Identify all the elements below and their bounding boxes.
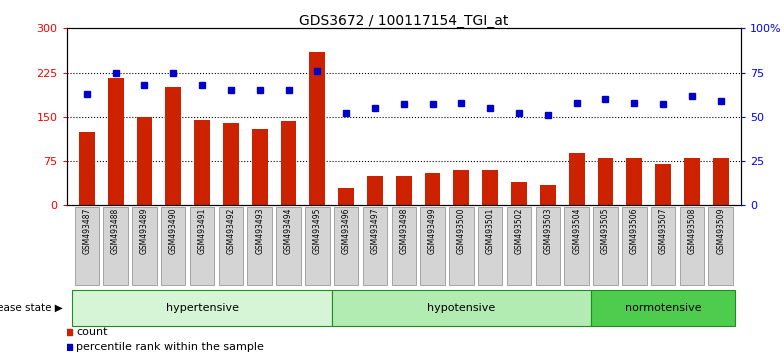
FancyBboxPatch shape (103, 207, 128, 285)
Text: disease state ▶: disease state ▶ (0, 303, 63, 313)
Bar (281, 121, 296, 205)
Text: GSM493497: GSM493497 (371, 208, 379, 254)
Bar (107, 79, 124, 205)
FancyBboxPatch shape (506, 207, 532, 285)
Text: GSM493507: GSM493507 (659, 208, 668, 254)
Bar (310, 52, 325, 205)
Bar (367, 176, 383, 205)
Bar (713, 158, 728, 205)
Text: GSM493494: GSM493494 (284, 208, 293, 254)
Text: GSM493503: GSM493503 (543, 208, 553, 254)
Bar (165, 87, 181, 205)
Text: hypertensive: hypertensive (165, 303, 238, 313)
Text: GSM493487: GSM493487 (82, 208, 91, 254)
FancyBboxPatch shape (276, 207, 301, 285)
Text: GSM493490: GSM493490 (169, 208, 178, 254)
FancyBboxPatch shape (74, 207, 99, 285)
Bar (194, 120, 210, 205)
Text: percentile rank within the sample: percentile rank within the sample (76, 342, 264, 352)
Bar (396, 176, 412, 205)
Bar (626, 158, 642, 205)
Bar (136, 117, 152, 205)
Text: GSM493488: GSM493488 (111, 208, 120, 254)
Bar (684, 158, 700, 205)
FancyBboxPatch shape (190, 207, 214, 285)
Text: GSM493502: GSM493502 (514, 208, 524, 254)
FancyBboxPatch shape (363, 207, 387, 285)
Text: count: count (76, 327, 108, 337)
FancyBboxPatch shape (622, 207, 647, 285)
Bar (338, 188, 354, 205)
Bar (540, 185, 556, 205)
Text: normotensive: normotensive (625, 303, 702, 313)
FancyBboxPatch shape (593, 207, 618, 285)
FancyBboxPatch shape (332, 290, 591, 326)
FancyBboxPatch shape (420, 207, 445, 285)
FancyBboxPatch shape (391, 207, 416, 285)
Bar (511, 182, 527, 205)
FancyBboxPatch shape (709, 207, 733, 285)
Bar (655, 164, 671, 205)
FancyBboxPatch shape (680, 207, 704, 285)
Bar (223, 123, 239, 205)
Text: GSM493500: GSM493500 (457, 208, 466, 254)
Text: GSM493498: GSM493498 (399, 208, 408, 254)
FancyBboxPatch shape (449, 207, 474, 285)
Text: GSM493509: GSM493509 (717, 208, 725, 254)
Bar (79, 132, 95, 205)
FancyBboxPatch shape (219, 207, 243, 285)
FancyBboxPatch shape (72, 290, 332, 326)
Bar (453, 170, 470, 205)
Text: GSM493491: GSM493491 (198, 208, 206, 254)
FancyBboxPatch shape (132, 207, 157, 285)
Bar (425, 173, 441, 205)
FancyBboxPatch shape (161, 207, 186, 285)
Text: GSM493495: GSM493495 (313, 208, 321, 254)
Text: GSM493501: GSM493501 (486, 208, 495, 254)
FancyBboxPatch shape (591, 290, 735, 326)
Bar (482, 170, 498, 205)
FancyBboxPatch shape (334, 207, 358, 285)
FancyBboxPatch shape (564, 207, 589, 285)
Text: GSM493489: GSM493489 (140, 208, 149, 254)
Text: GSM493505: GSM493505 (601, 208, 610, 254)
FancyBboxPatch shape (651, 207, 675, 285)
Text: GSM493504: GSM493504 (572, 208, 581, 254)
Text: GSM493493: GSM493493 (255, 208, 264, 254)
FancyBboxPatch shape (305, 207, 329, 285)
Text: GSM493506: GSM493506 (630, 208, 639, 254)
Text: GSM493496: GSM493496 (342, 208, 350, 254)
Text: GSM493492: GSM493492 (227, 208, 235, 254)
Bar (568, 153, 585, 205)
Bar (597, 158, 613, 205)
Text: GDS3672 / 100117154_TGI_at: GDS3672 / 100117154_TGI_at (299, 14, 509, 28)
Text: hypotensive: hypotensive (427, 303, 495, 313)
FancyBboxPatch shape (248, 207, 272, 285)
Text: GSM493508: GSM493508 (688, 208, 696, 254)
FancyBboxPatch shape (478, 207, 503, 285)
Bar (252, 129, 267, 205)
Text: GSM493499: GSM493499 (428, 208, 437, 254)
FancyBboxPatch shape (535, 207, 560, 285)
